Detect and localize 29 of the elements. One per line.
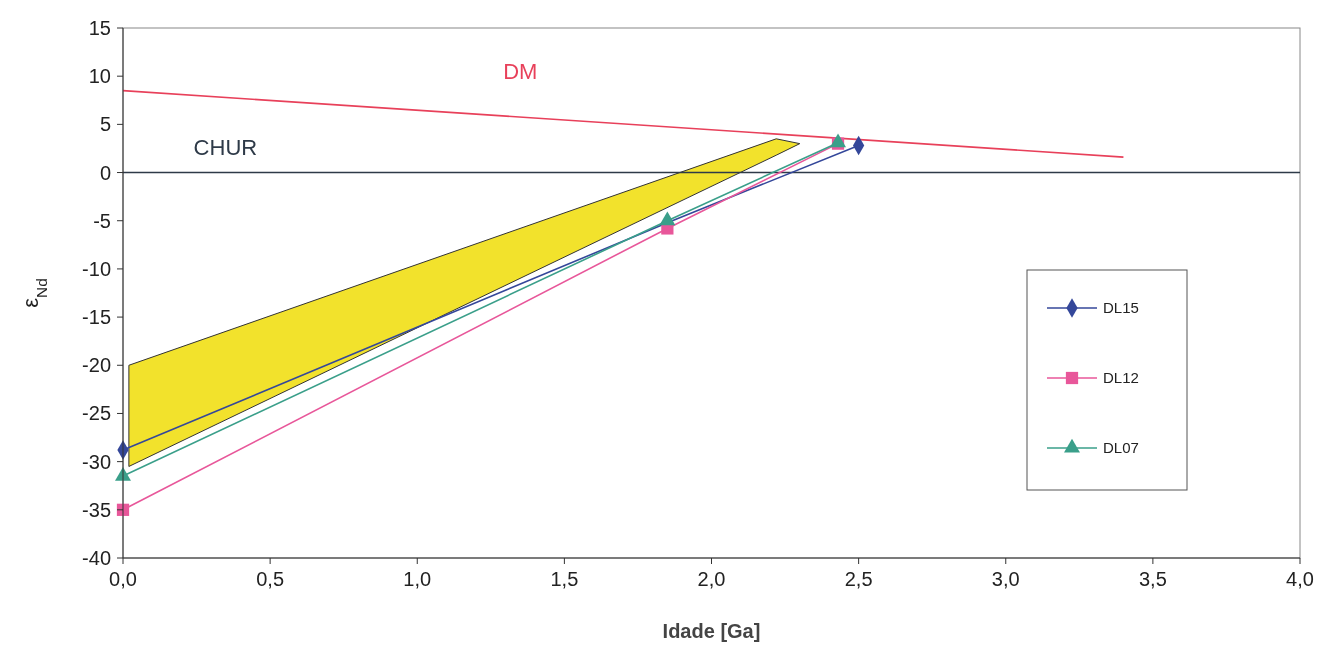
y-tick-label: 5 — [99, 113, 111, 136]
y-tick-label: 10 — [88, 65, 111, 88]
y-tick-label: -40 — [82, 547, 111, 569]
legend-label: DL12 — [1103, 369, 1139, 387]
y-tick-label: -20 — [82, 354, 111, 377]
y-tick-label: 0 — [99, 161, 111, 184]
point — [830, 133, 846, 148]
x-tick-label: 3,0 — [991, 568, 1020, 590]
series-label: DM — [503, 58, 538, 84]
y-tick-label: 15 — [88, 17, 111, 39]
x-tick-label: 2,5 — [844, 568, 873, 590]
y-tick-label: -5 — [93, 209, 111, 232]
point — [659, 211, 676, 226]
x-tick-label: 2,0 — [697, 568, 726, 590]
x-tick-label: 0,5 — [256, 568, 285, 590]
x-axis-title: Idade [Ga] — [662, 620, 761, 642]
y-tick-label: -10 — [82, 257, 111, 280]
y-tick-label: -35 — [82, 498, 111, 521]
x-tick-label: 4,0 — [1286, 568, 1314, 590]
y-tick-label: -25 — [82, 402, 111, 425]
y-tick-label: -15 — [82, 306, 111, 329]
legend-label: DL15 — [1103, 299, 1139, 317]
y-tick-label: -30 — [82, 450, 111, 473]
x-tick-label: 1,0 — [403, 568, 432, 590]
legend-label: DL07 — [1103, 439, 1139, 457]
series-label: CHUR — [193, 135, 258, 161]
x-tick-label: 3,5 — [1138, 568, 1167, 590]
x-tick-label: 1,5 — [550, 568, 579, 590]
x-tick-label: 0,0 — [109, 568, 137, 590]
